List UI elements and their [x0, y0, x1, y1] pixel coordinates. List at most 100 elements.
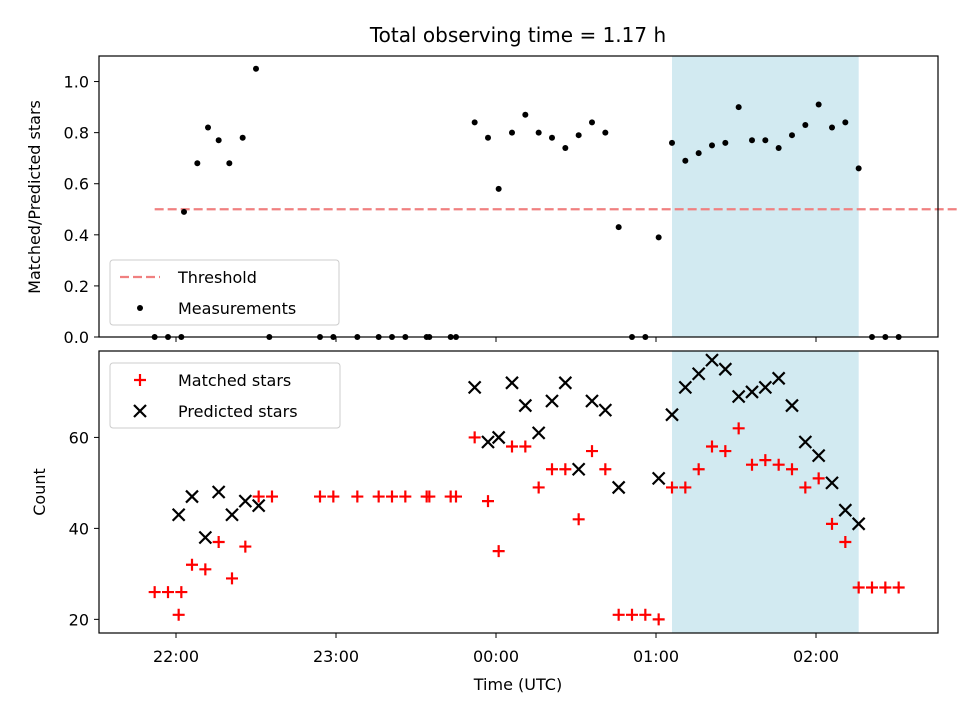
predicted-star-point [811, 448, 826, 463]
bottom-y-axis: 20 40 60 [69, 428, 99, 629]
matched-star-point [532, 481, 545, 494]
bottom-axes-frame [98, 350, 939, 634]
matched-star-point [759, 454, 772, 467]
measurement-point [471, 119, 478, 126]
measurement-point [575, 132, 582, 139]
matched-star-point [746, 458, 758, 471]
top-y-tick-label: 0.8 [64, 124, 89, 143]
measurement-point [695, 150, 702, 157]
predicted-star-point [651, 471, 666, 486]
measurement-point [815, 101, 822, 108]
bottom-y-axis-label: Count [30, 468, 49, 516]
matched-star-point [706, 440, 718, 453]
predicted-star-point [798, 435, 813, 449]
measurement-point [602, 129, 609, 136]
measurement-point [775, 144, 782, 151]
predicted-star-point [211, 485, 226, 499]
measurement-point [682, 157, 689, 164]
matched-star-point [386, 490, 398, 503]
matched-star-point [482, 495, 494, 508]
matched-star-point [852, 581, 865, 594]
matched-star-point [423, 490, 436, 503]
measurement-point [215, 137, 222, 144]
bottom-y-tick-label: 40 [69, 519, 89, 538]
matched-star-point [468, 431, 481, 444]
matched-star-point [519, 440, 532, 453]
top-y-axis: 0.0 0.2 0.4 0.6 0.8 1.0 [64, 73, 99, 347]
measurement-point [253, 65, 259, 72]
bottom-plot-marks [148, 353, 905, 626]
matched-star-point [719, 445, 732, 458]
matched-star-point [572, 513, 585, 526]
measurement-point [669, 139, 675, 146]
bottom-x-axis: 22:00 23:00 00:00 01:00 02:00 [153, 633, 839, 666]
predicted-star-point [198, 530, 213, 545]
matched-star-point [172, 608, 185, 621]
top-highlight-span [672, 56, 859, 337]
measurement-point [239, 134, 246, 141]
measurement-point [194, 160, 201, 167]
matched-star-point [639, 608, 652, 621]
predicted-star-point [731, 389, 746, 404]
x-tick-label: 22:00 [153, 647, 199, 666]
measurement-point [709, 142, 715, 149]
x-tick-label: 02:00 [793, 647, 839, 666]
predicted-star-point [518, 398, 533, 413]
top-y-tick-label: 1.0 [64, 73, 89, 92]
predicted-star-point [585, 394, 599, 408]
measurement-point [589, 119, 595, 126]
matched-star-point [266, 490, 278, 503]
matched-star-point [199, 563, 212, 576]
measurement-point [549, 134, 555, 141]
matched-star-point [546, 463, 558, 476]
predicted-star-point [467, 380, 482, 395]
matched-star-point [892, 581, 905, 594]
x-tick-label: 00:00 [473, 647, 519, 666]
predicted-star-point [825, 476, 839, 490]
measurement-point [205, 124, 211, 131]
matched-star-point [327, 490, 340, 503]
matched-star-point [626, 608, 638, 621]
measurement-point [495, 185, 502, 192]
bottom-panel: 20 40 60 22:00 23:00 00:00 01:00 02:00 Count T… [30, 350, 939, 694]
predicted-star-point [238, 494, 253, 508]
measurement-point [522, 111, 529, 118]
measurement-point [562, 144, 569, 151]
legend-x-swatch [133, 404, 147, 418]
bottom-highlight-span [672, 351, 859, 633]
legend-label: Threshold [177, 268, 257, 287]
matched-star-point [399, 490, 412, 503]
measurement-point [509, 129, 515, 136]
matched-star-point [612, 608, 625, 621]
matched-star-point [372, 490, 385, 503]
matched-star-point [879, 581, 892, 594]
predicted-star-point [665, 407, 679, 422]
top-legend: Threshold Measurements [109, 259, 340, 326]
matched-star-point [732, 422, 745, 435]
predicted-star-point [705, 353, 719, 367]
matched-star-point [866, 581, 878, 594]
measurement-point [735, 104, 742, 111]
measurement-point [615, 224, 622, 231]
matched-star-point [175, 586, 188, 599]
x-axis-label: Time (UTC) [473, 675, 562, 694]
bottom-legend: Matched stars Predicted stars [109, 362, 341, 429]
matched-star-point [812, 472, 825, 485]
predicted-star-point [598, 403, 613, 417]
measurement-point [842, 119, 849, 126]
matched-star-point [506, 440, 518, 453]
matched-star-point [492, 545, 505, 558]
matched-star-point [786, 463, 798, 476]
measurement-point [722, 139, 729, 146]
predicted-star-point [481, 435, 495, 449]
matched-star-point [799, 481, 812, 494]
measurement-point [789, 132, 795, 139]
predicted-star-point [545, 394, 559, 408]
top-axes-frame [98, 55, 939, 338]
measurement-point [749, 137, 755, 144]
matched-star-point [652, 613, 665, 626]
predicted-star-point [718, 362, 733, 376]
top-x-axis [175, 337, 817, 342]
legend-frame [109, 362, 341, 429]
